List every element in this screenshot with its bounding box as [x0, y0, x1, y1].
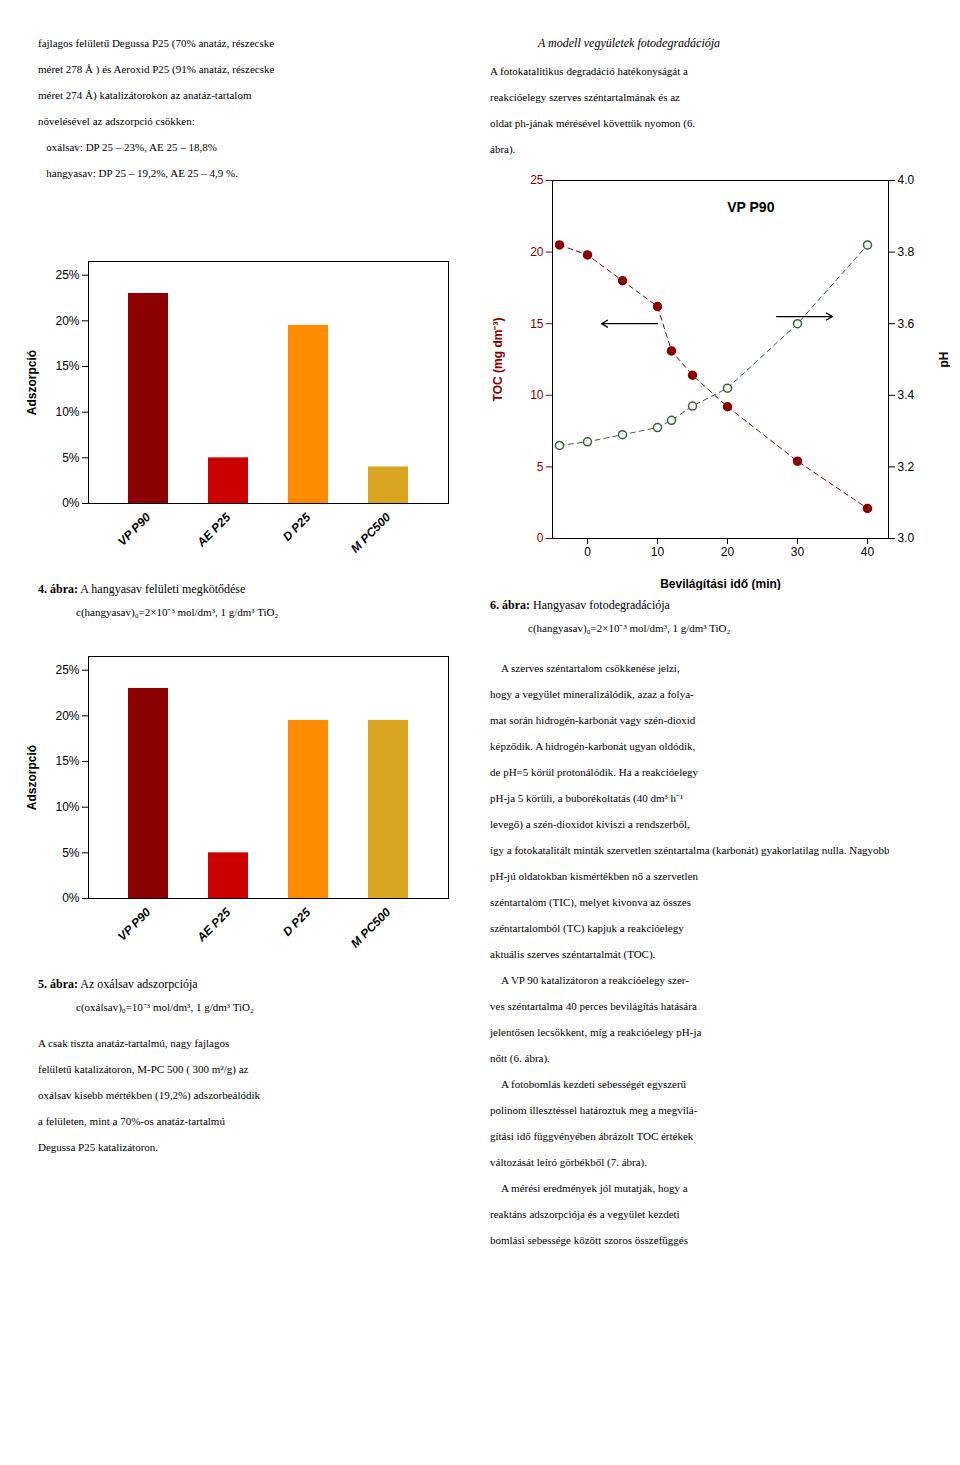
- svg-text:Adszorpció: Adszorpció: [25, 350, 39, 415]
- html-text:növelésével az adszorpció csök: növelésével az adszorpció csökken:: [38, 115, 195, 127]
- svg-text:D P25: D P25: [280, 905, 314, 939]
- svg-text:3.0: 3.0: [898, 531, 915, 545]
- svg-text:10%: 10%: [55, 800, 79, 814]
- svg-text:Bevilágítási idő (min): Bevilágítási idő (min): [660, 577, 781, 591]
- html-text:A szerves széntartalom csökken: A szerves széntartalom csökkenése jelzi,: [490, 662, 680, 674]
- svg-text:0%: 0%: [62, 496, 80, 510]
- svg-text:VP P90: VP P90: [115, 510, 154, 549]
- html-text:A modell vegyületek fotodegrad: A modell vegyületek fotodegradációja: [538, 36, 721, 50]
- html-text:c(hangyasav)₀=2×10⁻³ mol/dm³,: c(hangyasav)₀=2×10⁻³ mol/dm³, 1 g/dm³ Ti…: [528, 622, 731, 634]
- svg-text:40: 40: [861, 545, 875, 559]
- svg-text:3.6: 3.6: [898, 317, 915, 331]
- html-text:széntartalomból (TC) kapjuk a: széntartalomból (TC) kapjuk a reakcióele…: [490, 922, 684, 934]
- svg-text:25: 25: [530, 173, 544, 187]
- svg-text:20: 20: [530, 245, 544, 259]
- html-text:A VP 90 katalizátoron a reakci: A VP 90 katalizátoron a reakcióelegy sze…: [490, 974, 689, 986]
- svg-text:VP P90: VP P90: [727, 199, 774, 215]
- html-text:aktuális szerves széntartalmát: aktuális szerves széntartalmát (TOC).: [490, 948, 656, 960]
- svg-text:15%: 15%: [55, 359, 79, 373]
- svg-text:VP P90: VP P90: [115, 905, 154, 944]
- html-text:A fotobomlás kezdeti sebességé: A fotobomlás kezdeti sebességét egyszerű: [490, 1078, 687, 1090]
- svg-text:Adszorpció: Adszorpció: [25, 745, 39, 810]
- html-text:mat során hidrogén-karbonát va: mat során hidrogén-karbonát vagy szén-di…: [490, 714, 696, 726]
- svg-text:0%: 0%: [62, 891, 80, 905]
- svg-text:M PC500: M PC500: [348, 510, 394, 556]
- html-text:6. ábra: Hangyasav fotodegradá: 6. ábra: Hangyasav fotodegradációja: [490, 598, 670, 612]
- html-text:széntartalom (TIC), melyet kiv: széntartalom (TIC), melyet kivonva az ös…: [490, 896, 691, 908]
- html-text:pH-ja 5 körüli, a buborékoltat: pH-ja 5 körüli, a buborékoltatás (40 dm³…: [490, 792, 684, 804]
- svg-text:3.4: 3.4: [898, 388, 915, 402]
- html-text:nőtt (6. ábra).: nőtt (6. ábra).: [490, 1052, 550, 1064]
- svg-text:5%: 5%: [62, 846, 80, 860]
- html-text:5. ábra: Az oxálsav adszorpció: 5. ábra: Az oxálsav adszorpciója: [38, 977, 198, 991]
- html-text:Degussa P25 katalizátoron.: Degussa P25 katalizátoron.: [38, 1141, 159, 1153]
- html-text:A csak tiszta anatáz-tartalmú,: A csak tiszta anatáz-tartalmú, nagy fajl…: [38, 1037, 230, 1049]
- svg-text:25%: 25%: [55, 268, 79, 282]
- html-text:felületű katalizátoron, M-PC 5: felületű katalizátoron, M-PC 500 ( 300 m…: [38, 1063, 249, 1075]
- svg-text:10%: 10%: [55, 405, 79, 419]
- html-text:fajlagos felületű Degussa P25: fajlagos felületű Degussa P25 (70% anatá…: [38, 37, 275, 49]
- html-text:ábra).: ábra).: [490, 143, 516, 155]
- html-text:c(oxálsav)₀=10⁻³ mol/dm³, 1 g/: c(oxálsav)₀=10⁻³ mol/dm³, 1 g/dm³ TiO₂: [76, 1001, 254, 1013]
- svg-text:pH: pH: [937, 352, 951, 368]
- svg-text:20%: 20%: [55, 709, 79, 723]
- svg-text:20%: 20%: [55, 314, 79, 328]
- svg-text:3.2: 3.2: [898, 460, 915, 474]
- html-text:de pH=5 körül protonálódik. Ha: de pH=5 körül protonálódik. Ha a reakció…: [490, 766, 699, 778]
- html-text:a felületen, mint a 70%-os ana: a felületen, mint a 70%-os anatáz-tartal…: [38, 1115, 225, 1127]
- html-text:oxálsav kisebb mértékben (19,2: oxálsav kisebb mértékben (19,2%) adszorb…: [38, 1089, 261, 1101]
- svg-text:AE P25: AE P25: [193, 905, 233, 945]
- html-text:méret 274 Å) katalizátorokon a: méret 274 Å) katalizátorokon az anatáz-t…: [38, 89, 252, 101]
- html-text:A fotokatalitikus degradáció h: A fotokatalitikus degradáció hatékonyság…: [490, 65, 688, 77]
- svg-text:15%: 15%: [55, 754, 79, 768]
- svg-text:10: 10: [651, 545, 665, 559]
- svg-text:5%: 5%: [62, 451, 80, 465]
- html-text:változását leíró görbékből (7.: változását leíró görbékből (7. ábra).: [490, 1156, 647, 1168]
- svg-text:10: 10: [530, 388, 544, 402]
- html-text:hangyasav: DP 25 – 19,2%, AE 2: hangyasav: DP 25 – 19,2%, AE 25 – 4,9 %.: [38, 167, 238, 179]
- html-text:reaktáns adszorpciója és a veg: reaktáns adszorpciója és a vegyület kezd…: [490, 1208, 680, 1220]
- html-text:A mérési eredmények jól mutatj: A mérési eredmények jól mutatják, hogy a: [490, 1182, 688, 1194]
- svg-text:25%: 25%: [55, 663, 79, 677]
- html-text:oldat ph-jának mérésével követ: oldat ph-jának mérésével követtük nyomon…: [490, 117, 696, 129]
- html-text:ves széntartalma 40 perces bev: ves széntartalma 40 perces bevilágítás h…: [490, 1000, 697, 1012]
- html-text:oxálsav: DP 25 – 23%, AE 25 –: oxálsav: DP 25 – 23%, AE 25 – 18,8%: [38, 141, 217, 153]
- html-text:jelentősen lecsökkent, míg a r: jelentősen lecsökkent, míg a reakcióeleg…: [490, 1026, 702, 1038]
- svg-text:30: 30: [791, 545, 805, 559]
- html-text:c(hangyasav)₀=2×10⁻³ mol/dm³,: c(hangyasav)₀=2×10⁻³ mol/dm³, 1 g/dm³ Ti…: [76, 606, 279, 618]
- html-text:képződik. A hidrogén-karbonát: képződik. A hidrogén-karbonát ugyan oldó…: [490, 740, 696, 752]
- html-text:polinom illesztéssel határoztu: polinom illesztéssel határoztuk meg a me…: [490, 1104, 698, 1116]
- svg-text:4.0: 4.0: [898, 173, 915, 187]
- svg-text:M PC500: M PC500: [348, 905, 394, 951]
- html-text:bomlási sebessége között szoro: bomlási sebessége között szoros összefüg…: [490, 1234, 688, 1246]
- svg-text:D P25: D P25: [280, 510, 314, 544]
- html-text:hogy a vegyület mineralizálódi: hogy a vegyület mineralizálódik, azaz a …: [490, 688, 694, 700]
- svg-text:AE P25: AE P25: [193, 510, 233, 550]
- html-text:reakcióelegy szerves széntarta: reakcióelegy szerves széntartalmának és …: [490, 91, 680, 103]
- html-text:pH-jú oldatokban kismértékben: pH-jú oldatokban kismértékben nő a szerv…: [490, 870, 698, 882]
- svg-text:TOC (mg dm⁻³): TOC (mg dm⁻³): [491, 318, 505, 402]
- html-text:4. ábra: A hangyasav felületi: 4. ábra: A hangyasav felületi megkötődés…: [38, 582, 246, 596]
- svg-text:3.8: 3.8: [898, 245, 915, 259]
- html-text:gítási idő függvényében ábrázo: gítási idő függvényében ábrázolt TOC ért…: [490, 1130, 694, 1142]
- svg-text:0: 0: [584, 545, 591, 559]
- html-text:így a fotokatalitált minták sz: így a fotokatalitált minták szervetlen s…: [490, 844, 890, 856]
- svg-text:20: 20: [721, 545, 735, 559]
- html-text:méret 278 Å ) és Aeroxid P25 (: méret 278 Å ) és Aeroxid P25 (91% anatáz…: [38, 63, 275, 75]
- html-text:levegő) a szén-dioxidot kivisz: levegő) a szén-dioxidot kiviszi a rendsz…: [490, 818, 690, 830]
- svg-text:0: 0: [537, 531, 544, 545]
- svg-text:5: 5: [537, 460, 544, 474]
- svg-text:15: 15: [530, 317, 544, 331]
